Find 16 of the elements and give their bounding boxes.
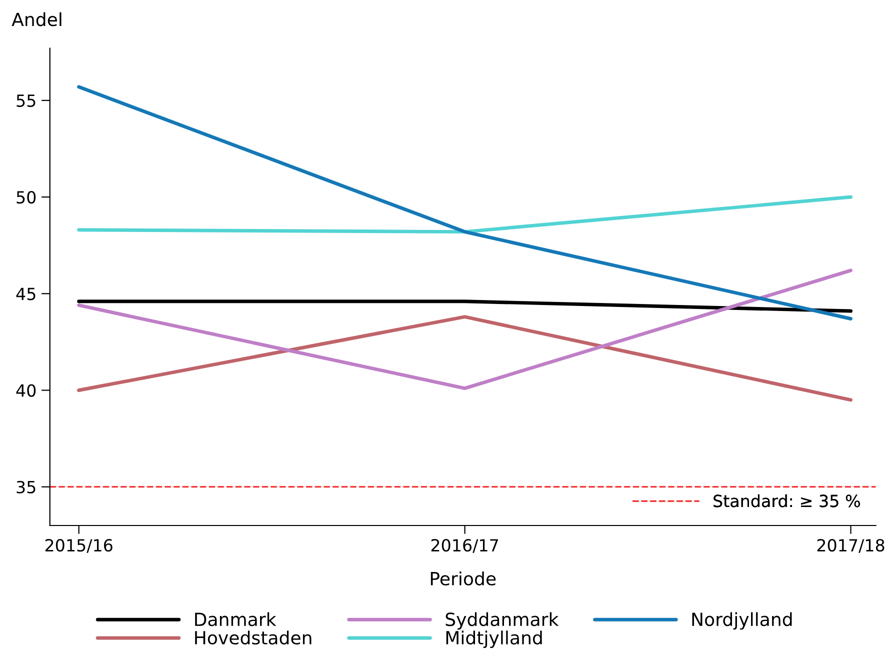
legend-label: Danmark <box>195 612 276 626</box>
y-tick-label: 35 <box>16 480 36 494</box>
y-tick-label: 45 <box>16 288 36 300</box>
x-tick-label: 2017/18 <box>817 538 884 553</box>
legend-label: Midtjylland <box>446 630 542 648</box>
x-tick-label: 2015/16 <box>45 538 112 553</box>
x-tick-label: 2016/17 <box>431 538 498 553</box>
y-tick-label: 40 <box>16 384 36 397</box>
y-tick-label: 55 <box>16 94 36 107</box>
x-axis-title: Periode <box>430 571 496 586</box>
y-axis-title: Andel <box>12 12 62 26</box>
legend-label: Nordjylland <box>692 612 792 630</box>
y-tick-label: 50 <box>16 190 36 204</box>
legend-label: Syddanmark <box>446 612 559 630</box>
ref-line-label: Standard: ≥ 35 % <box>714 494 860 508</box>
legend-label: Hovedstaden <box>195 630 312 645</box>
